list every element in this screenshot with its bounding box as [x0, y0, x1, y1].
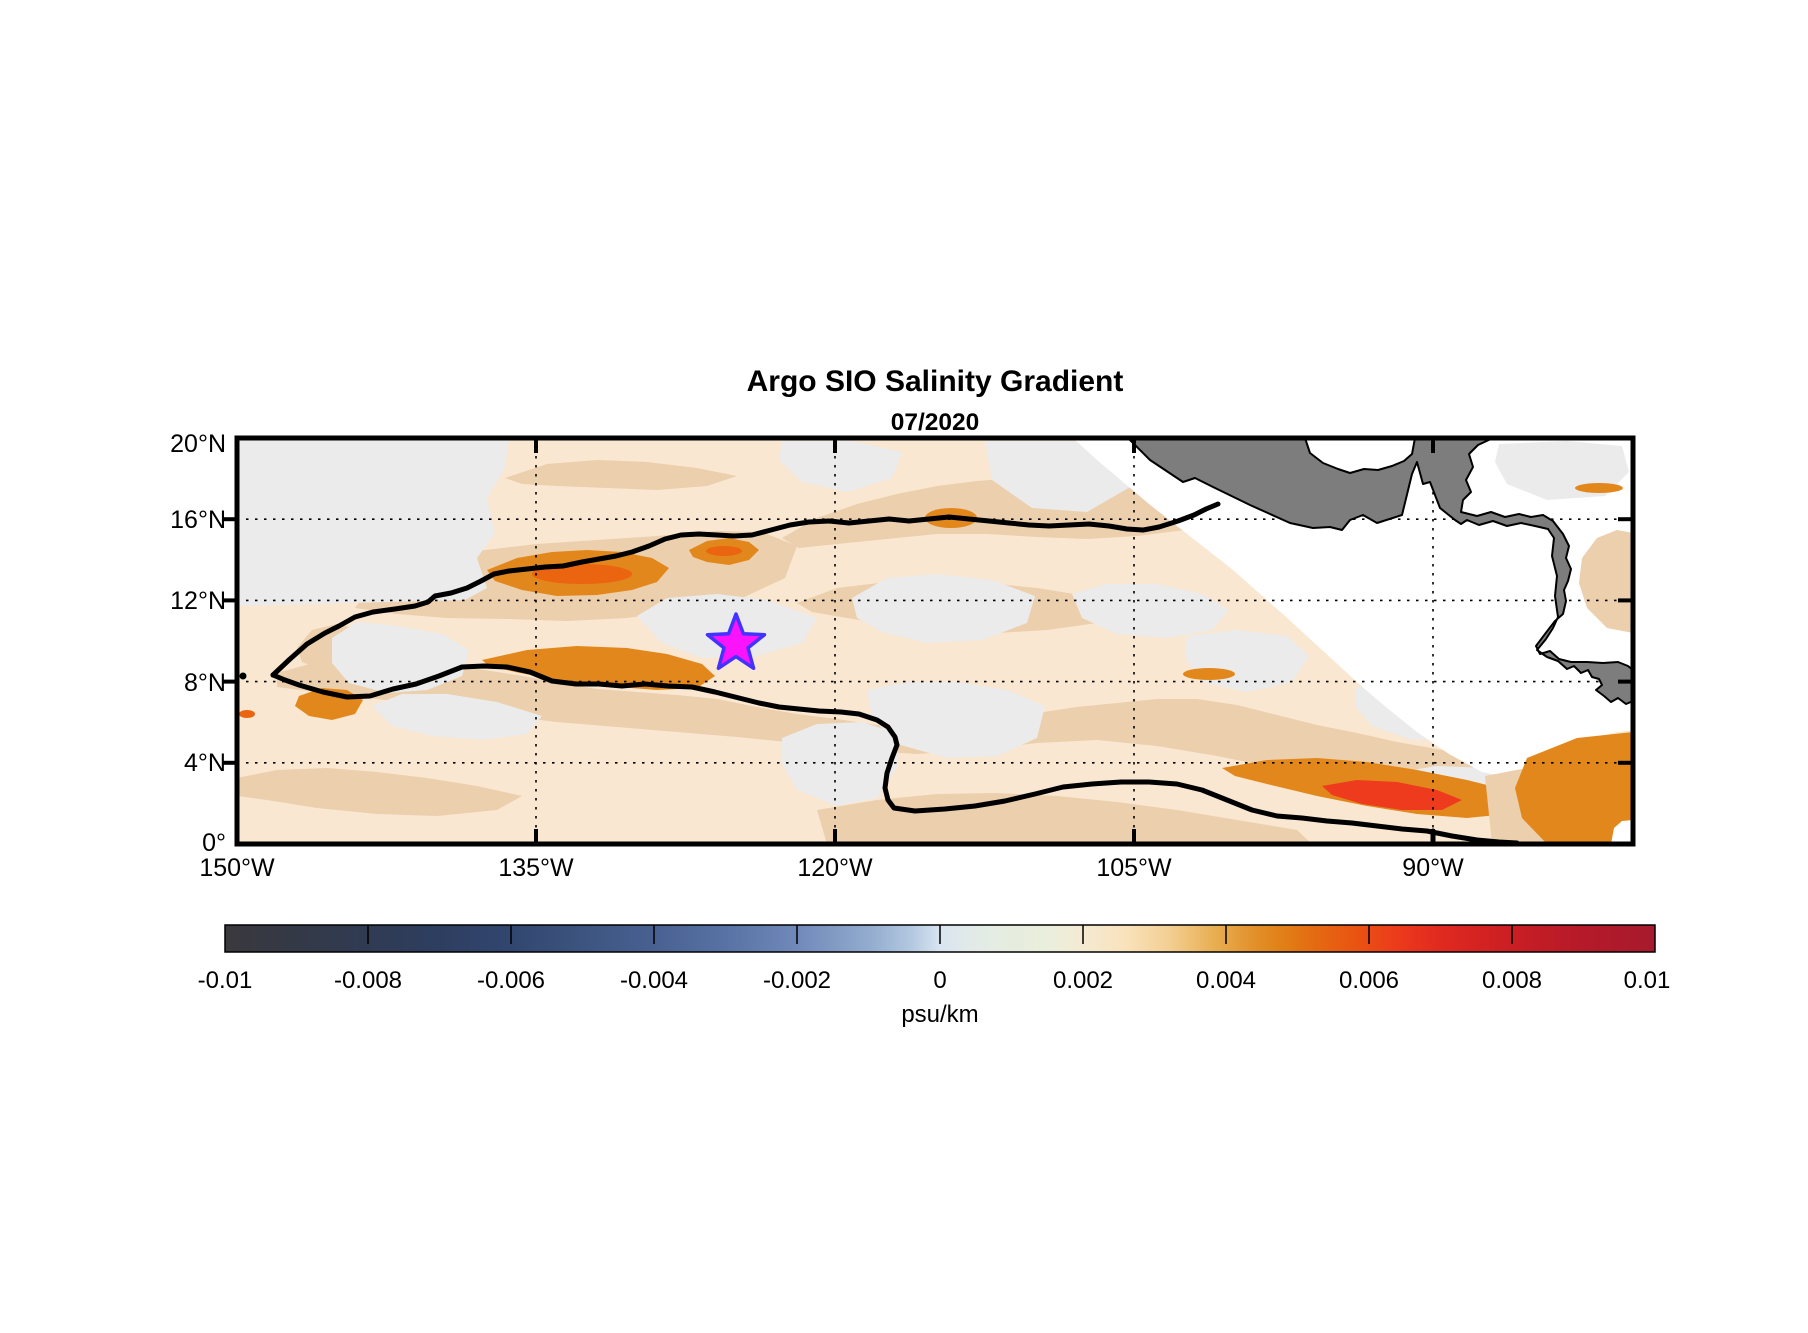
axis-ticks: [222, 438, 1633, 844]
graticule-gridlines: [237, 438, 1633, 844]
colorbar-tick-label: -0.008: [334, 967, 402, 994]
east-edge-data-patches: [1485, 441, 1633, 844]
x-tick-label: 90°W: [1402, 854, 1464, 882]
colorbar-tick-label: -0.004: [620, 967, 688, 994]
map-field: [237, 438, 1633, 844]
colorbar-tick-label: -0.01: [198, 967, 253, 994]
x-tick-label: 120°W: [797, 854, 873, 882]
x-tick-label: 135°W: [498, 854, 574, 882]
y-tick-label: 16°N: [170, 506, 226, 534]
star-marker: [705, 612, 767, 671]
colorbar-tick-label: 0.002: [1053, 967, 1113, 994]
y-axis-labels: 20°N 16°N 12°N 8°N 4°N 0°: [170, 430, 226, 857]
y-tick-label: 0°: [202, 829, 226, 857]
colorbar-tick-label: 0.01: [1624, 967, 1671, 994]
figure-title: Argo SIO Salinity Gradient: [747, 365, 1124, 398]
colorbar-tick-label: 0.004: [1196, 967, 1256, 994]
colorbar-tick-label: -0.002: [763, 967, 831, 994]
y-tick-label: 8°N: [184, 669, 226, 697]
colorbar-tick-label: 0.006: [1339, 967, 1399, 994]
no-data-white-region: [1073, 438, 1633, 778]
x-tick-label: 150°W: [199, 854, 275, 882]
colorbar-tick-label: 0.008: [1482, 967, 1542, 994]
figure-subtitle-date: 07/2020: [891, 409, 980, 436]
colorbar: -0.01 -0.008 -0.006 -0.004 -0.002 0 0.00…: [198, 924, 1671, 1028]
front-contour-dot: [239, 672, 247, 680]
colorbar-unit-label: psu/km: [901, 1001, 978, 1028]
map-axes: 20°N 16°N 12°N 8°N 4°N 0° 150°W 135°W 12…: [170, 430, 1636, 882]
colorbar-tick-label: 0: [933, 967, 946, 994]
map-frame: [234, 435, 1636, 847]
land-mexico-central-america: [1127, 438, 1633, 705]
colorbar-tick-labels: -0.01 -0.008 -0.006 -0.004 -0.002 0 0.00…: [198, 967, 1671, 994]
x-axis-labels: 150°W 135°W 120°W 105°W 90°W: [199, 854, 1464, 882]
colorbar-tick-label: -0.006: [477, 967, 545, 994]
y-tick-label: 12°N: [170, 587, 226, 615]
y-tick-label: 4°N: [184, 749, 226, 777]
x-tick-label: 105°W: [1096, 854, 1172, 882]
colorbar-ticks: [367, 925, 1513, 944]
y-tick-label: 20°N: [170, 430, 226, 458]
